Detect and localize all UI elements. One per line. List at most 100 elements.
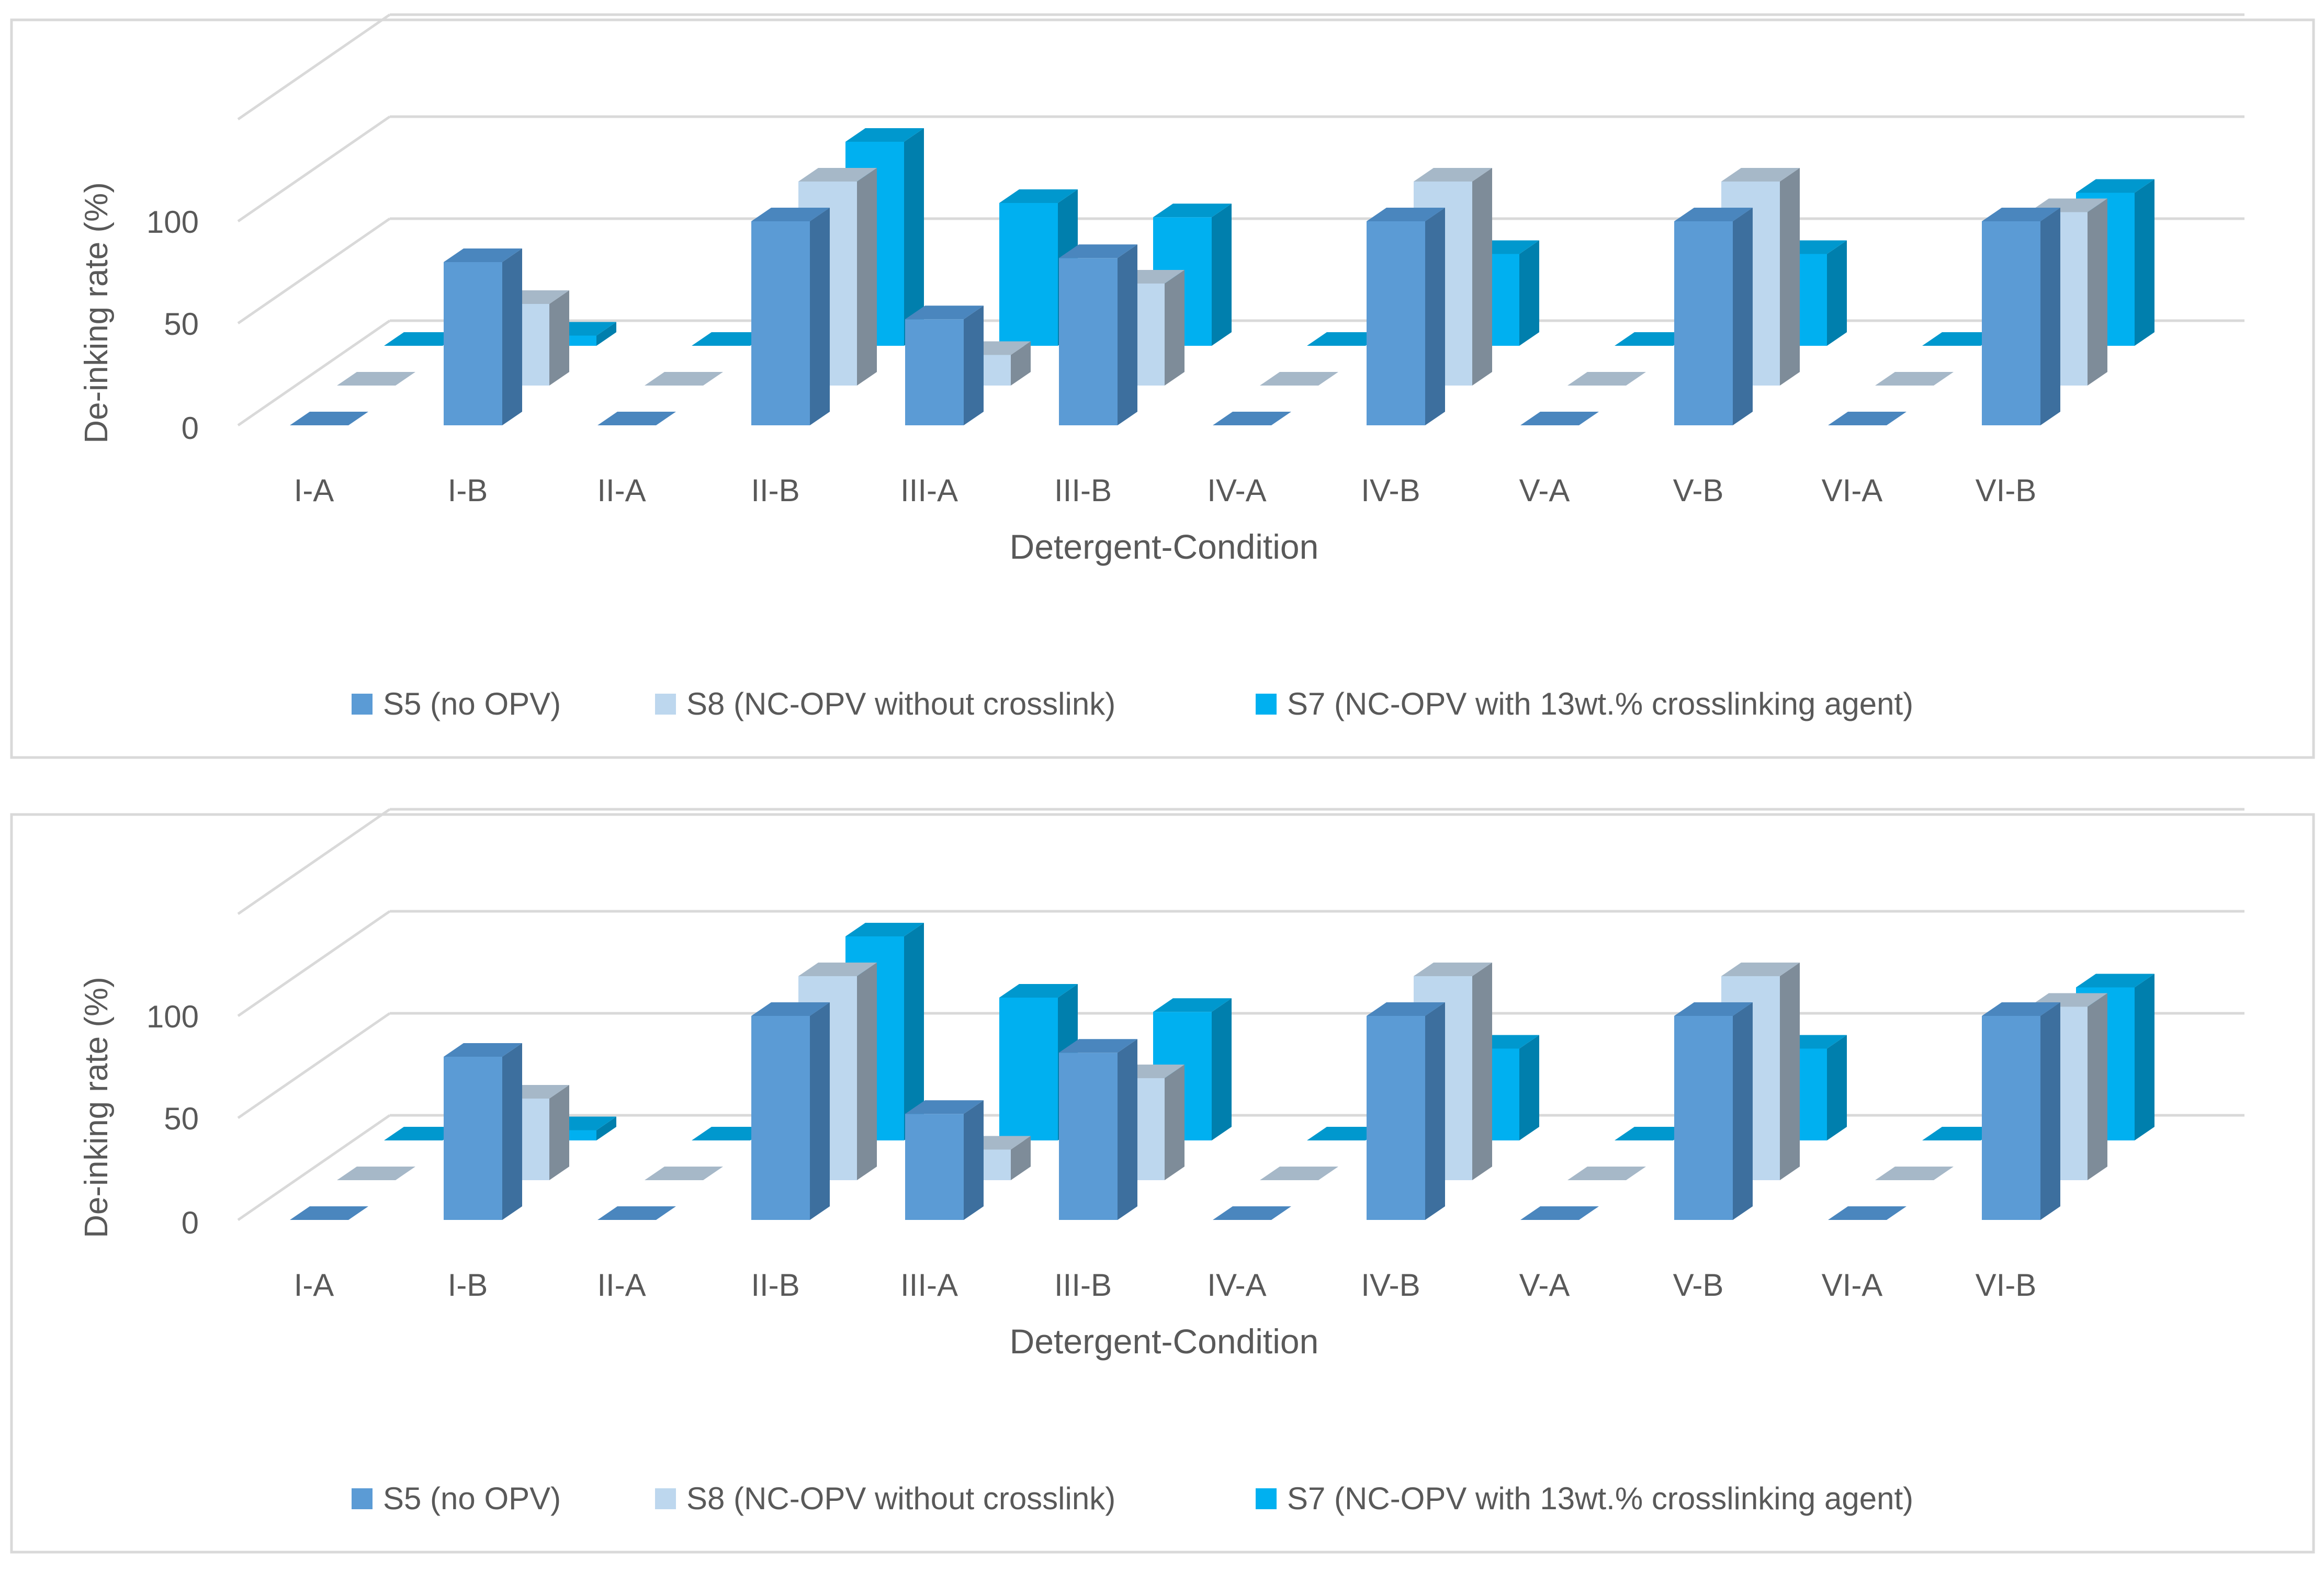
bar-S5-I-B xyxy=(444,1043,522,1220)
legend-item-S8[interactable]: S8 (NC-OPV without crosslink) xyxy=(655,686,1115,721)
y-axis-title: De-inking rate (%) xyxy=(78,182,115,444)
x-tick-label: II-B xyxy=(751,473,799,508)
legend-item-S5[interactable]: S5 (no OPV) xyxy=(352,686,561,721)
bar-side xyxy=(1827,1035,1847,1140)
bar-front xyxy=(999,998,1058,1140)
bar-side xyxy=(596,322,616,346)
bar-front xyxy=(1367,1016,1425,1220)
bar-top xyxy=(290,412,368,425)
x-tick-label: I-A xyxy=(294,473,334,508)
x-tick-label: I-B xyxy=(448,473,488,508)
bar-S7-VI-A xyxy=(1922,332,2001,346)
bar-top xyxy=(2076,974,2154,988)
bar-front xyxy=(905,319,964,425)
bar-side xyxy=(1118,1039,1137,1220)
bar-top xyxy=(1721,168,1800,182)
bar-side xyxy=(1733,208,1753,425)
legend-item-S7[interactable]: S7 (NC-OPV with 13wt.% crosslinking agen… xyxy=(1256,1481,1913,1516)
legend-item-S7[interactable]: S7 (NC-OPV with 13wt.% crosslinking agen… xyxy=(1256,686,1913,721)
x-tick-label: VI-A xyxy=(1822,1268,1883,1303)
bar-top xyxy=(692,332,770,346)
legend-label: S5 (no OPV) xyxy=(383,686,561,721)
y-axis-title: De-inking rate (%) xyxy=(78,977,115,1238)
bar-top xyxy=(1615,1127,1693,1140)
bar-S7-V-A xyxy=(1615,1127,1693,1140)
chart-border xyxy=(10,18,2315,759)
x-tick-label: II-A xyxy=(597,473,646,508)
bar-front xyxy=(905,1114,964,1220)
bar-S5-I-B xyxy=(444,248,522,425)
bar-top xyxy=(1982,1002,2060,1016)
bar-side xyxy=(2040,1002,2060,1220)
bar-S5-IV-B xyxy=(1367,208,1445,425)
bar-side xyxy=(1827,240,1847,346)
x-tick-label: V-A xyxy=(1519,1268,1570,1303)
bar-top xyxy=(1875,372,1954,386)
y-tick-label: 50 xyxy=(164,307,199,342)
x-tick-label: V-B xyxy=(1673,473,1724,508)
gridline-diagonal xyxy=(237,808,391,915)
bar-S5-II-A xyxy=(597,412,676,425)
bar-side xyxy=(1011,341,1031,386)
bar-side xyxy=(904,923,924,1140)
bar-side xyxy=(2088,198,2107,386)
bar-S8-VI-A xyxy=(1875,1167,1954,1180)
gridline xyxy=(237,13,2244,121)
bar-top xyxy=(905,1100,984,1114)
bar-side xyxy=(1472,963,1492,1180)
bar-S7-IV-A xyxy=(1307,332,1385,346)
bar-top xyxy=(1307,1127,1385,1140)
bar-side xyxy=(1165,1065,1184,1180)
bar-S8-I-A xyxy=(337,372,415,386)
gridline xyxy=(237,319,2244,427)
bar-top xyxy=(1828,412,1906,425)
bar-side xyxy=(1212,998,1232,1140)
bar-side xyxy=(596,1116,616,1140)
bar-front xyxy=(999,203,1058,346)
bar-top xyxy=(337,1167,415,1180)
bar-S5-V-B xyxy=(1674,1002,1753,1220)
bar-side xyxy=(1519,1035,1539,1140)
bar-side xyxy=(1165,270,1184,386)
x-tick-label: IV-A xyxy=(1207,473,1266,508)
bar-top xyxy=(1307,332,1385,346)
x-tick-label: VI-B xyxy=(1976,473,2037,508)
bar-S5-I-A xyxy=(290,1206,368,1220)
bar-front xyxy=(1982,1016,2040,1220)
bar-front xyxy=(1367,221,1425,425)
bar-side xyxy=(1733,1002,1753,1220)
gridline xyxy=(237,1114,2244,1222)
x-tick-label: V-A xyxy=(1519,473,1570,508)
x-tick-label: II-A xyxy=(597,1268,646,1303)
legend: S5 (no OPV) S8 (NC-OPV without crosslink)… xyxy=(352,686,1913,721)
gridline xyxy=(237,115,2244,223)
bar-front xyxy=(1674,1016,1733,1220)
bar-S5-I-A xyxy=(290,412,368,425)
bar-side xyxy=(1425,208,1445,425)
bar-top xyxy=(1567,1167,1646,1180)
gridline-diagonal xyxy=(237,1012,391,1119)
bar-front xyxy=(1982,221,2040,425)
bar-top xyxy=(2076,179,2154,193)
bar-side xyxy=(810,1002,830,1220)
bar-top xyxy=(999,189,1078,203)
legend-item-S5[interactable]: S5 (no OPV) xyxy=(352,1481,561,1516)
bar-side xyxy=(1780,963,1800,1180)
bar-top xyxy=(1153,998,1232,1012)
legend-item-S8[interactable]: S8 (NC-OPV without crosslink) xyxy=(655,1481,1115,1516)
legend: S5 (no OPV) S8 (NC-OPV without crosslink)… xyxy=(352,1481,1913,1516)
bar-S5-III-A xyxy=(905,1100,984,1220)
bar-top xyxy=(1367,1002,1445,1016)
bar-top xyxy=(444,248,522,262)
bar-top xyxy=(1922,1127,2001,1140)
bar-top xyxy=(1922,332,2001,346)
legend-label: S8 (NC-OPV without crosslink) xyxy=(686,1481,1115,1516)
gridline-diagonal xyxy=(237,1114,391,1222)
x-tick-label: VI-A xyxy=(1822,473,1883,508)
bar-S5-V-A xyxy=(1520,412,1599,425)
bar-side xyxy=(1519,240,1539,346)
bar-side xyxy=(857,963,877,1180)
bar-top xyxy=(645,1167,723,1180)
legend-label: S7 (NC-OPV with 13wt.% crosslinking agen… xyxy=(1287,1481,1913,1516)
bar-top xyxy=(1721,963,1800,976)
